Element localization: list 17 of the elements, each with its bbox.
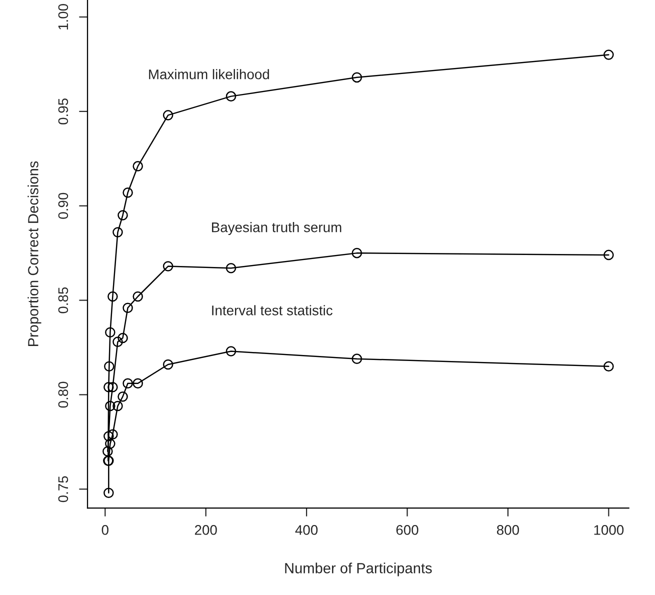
y-axis-title: Proportion Correct Decisions	[28, 161, 42, 346]
x-tick-label: 0	[102, 525, 108, 535]
y-tick-label: 0.80	[58, 382, 68, 408]
y-tick-label: 0.75	[58, 476, 68, 502]
x-axis-title: Number of Participants	[285, 562, 432, 576]
y-tick-label: 0.90	[58, 192, 68, 219]
y-tick-label: 0.95	[58, 98, 68, 124]
y-tick-label: 1.00	[58, 4, 68, 30]
series-label: Bayesian truth serum	[212, 222, 342, 235]
y-tick-label: 0.85	[58, 287, 68, 314]
x-tick-label: 200	[194, 525, 217, 535]
text: Interval test statistic	[212, 305, 332, 316]
x-tick-label: 400	[295, 525, 318, 535]
series-label: Maximum likelihood	[149, 69, 269, 80]
x-tick-label: 600	[396, 525, 418, 535]
x-tick-label: 800	[496, 525, 519, 535]
x-tick-label: 1000	[594, 525, 624, 535]
